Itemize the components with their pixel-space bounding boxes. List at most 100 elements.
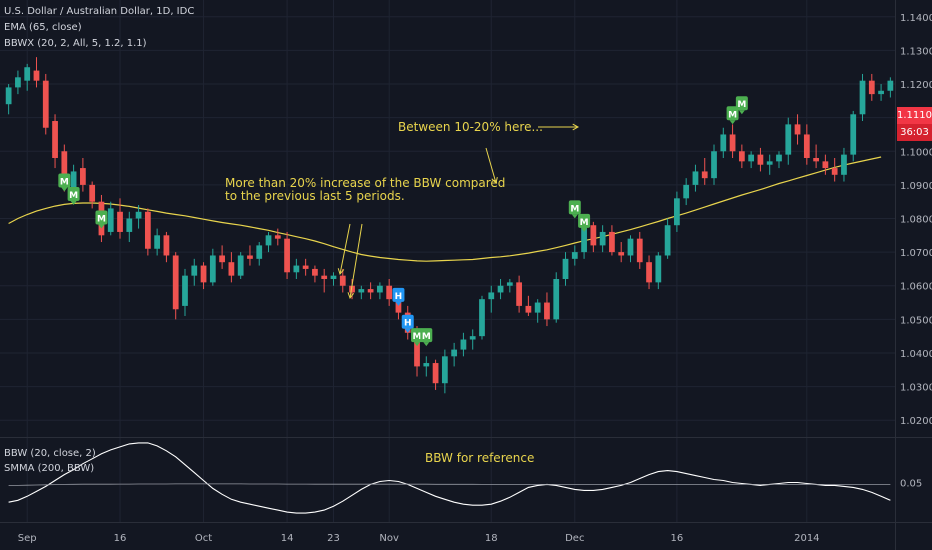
candle-body: [52, 121, 58, 158]
bbwx-legend[interactable]: BBWX (20, 2, All, 5, 1.2, 1.1): [4, 38, 147, 49]
price-tick-label: 1.1400: [900, 13, 932, 24]
m-marker: M: [578, 213, 591, 232]
candle-body: [163, 235, 170, 256]
candle: [358, 285, 365, 300]
candle: [776, 151, 782, 169]
candle: [627, 235, 634, 263]
candle: [553, 272, 560, 323]
time-tick-label: 14: [281, 533, 294, 544]
symbol-legend[interactable]: U.S. Dollar / Australian Dollar, 1D, IDC: [4, 6, 195, 17]
candle: [534, 299, 541, 323]
price-tick-label: 1.1300: [900, 46, 932, 57]
h-marker: H: [392, 287, 405, 306]
candle-body: [441, 356, 448, 384]
candle: [228, 252, 235, 283]
bbw-legend[interactable]: BBW (20, close, 2): [4, 448, 96, 459]
candle-body: [757, 154, 764, 165]
candle: [284, 231, 290, 280]
candle: [191, 258, 198, 286]
marker-box: [735, 96, 748, 111]
candle: [822, 154, 829, 175]
candles-group: [5, 57, 894, 394]
candle-body: [479, 299, 485, 337]
marker-tail: [738, 110, 745, 115]
candle: [126, 211, 133, 243]
m-marker: M: [735, 96, 748, 115]
m-marker: M: [420, 328, 433, 347]
candle: [219, 245, 225, 269]
candle-body: [813, 157, 819, 162]
time-tick-label: Oct: [195, 533, 212, 544]
candle-body: [154, 235, 161, 249]
price-tick-label: 1.0300: [900, 383, 932, 394]
candle: [107, 201, 114, 236]
candle: [506, 279, 513, 293]
arrow-head: [347, 292, 355, 300]
candle-body: [534, 302, 541, 313]
candle-body: [544, 302, 550, 320]
candle-body: [674, 198, 680, 226]
candle: [646, 255, 652, 290]
marker-box: [726, 106, 739, 121]
candle-body: [803, 134, 810, 158]
candle-body: [228, 262, 235, 276]
candle: [571, 245, 578, 266]
annotation-arrows: [337, 123, 580, 300]
ema-legend[interactable]: EMA (65, close): [4, 22, 82, 33]
candle: [674, 191, 680, 232]
candle: [497, 279, 504, 300]
candle: [163, 231, 170, 263]
marker-box: [67, 186, 80, 201]
candle: [330, 272, 337, 286]
price-tick-label: 1.1200: [900, 80, 932, 91]
candle: [172, 252, 179, 320]
candle-body: [748, 154, 755, 162]
marker-tail: [395, 301, 402, 306]
candle: [488, 285, 495, 313]
price-tick-label: 1.0700: [900, 248, 932, 259]
candle-body: [5, 87, 12, 105]
candle: [312, 265, 318, 283]
marker-label: M: [60, 178, 69, 188]
time-tick-label: 18: [485, 533, 498, 544]
m-marker: M: [411, 328, 424, 347]
candle-body: [841, 154, 847, 175]
smma-legend[interactable]: SMMA (200, BBW): [4, 463, 95, 474]
candle-body: [859, 80, 866, 115]
marker-label: M: [413, 332, 422, 342]
marker-box: [95, 210, 108, 225]
candle-body: [377, 285, 383, 293]
bbw-pane: [8, 442, 891, 514]
time-tick-label: 16: [114, 533, 127, 544]
candle: [80, 157, 86, 192]
candle-body: [200, 265, 207, 283]
candle: [590, 221, 597, 253]
candle: [868, 73, 875, 101]
candle: [720, 127, 727, 158]
arrow-to-first-h: [337, 223, 351, 276]
time-tick-label: 23: [327, 533, 340, 544]
candle-body: [683, 184, 690, 199]
candle-body: [117, 211, 123, 232]
arrow-head: [572, 123, 580, 131]
arrow-shaft: [485, 147, 497, 184]
marker-label: H: [404, 319, 412, 329]
candle: [144, 208, 151, 256]
candle-body: [330, 275, 337, 280]
marker-box: [411, 328, 424, 343]
candle: [544, 292, 550, 327]
candle-body: [460, 339, 467, 350]
bbw-tick-label: 0.05: [900, 478, 922, 489]
candle: [432, 359, 439, 390]
candle-body: [831, 168, 838, 175]
marker-label: H: [395, 292, 403, 302]
candle-body: [89, 184, 96, 202]
marker-label: M: [69, 191, 78, 201]
candle: [451, 342, 458, 367]
candle-body: [432, 363, 439, 384]
candle-body: [42, 80, 49, 128]
marker-label: M: [570, 204, 579, 214]
candle-body: [247, 255, 253, 259]
candle-body: [887, 80, 894, 91]
